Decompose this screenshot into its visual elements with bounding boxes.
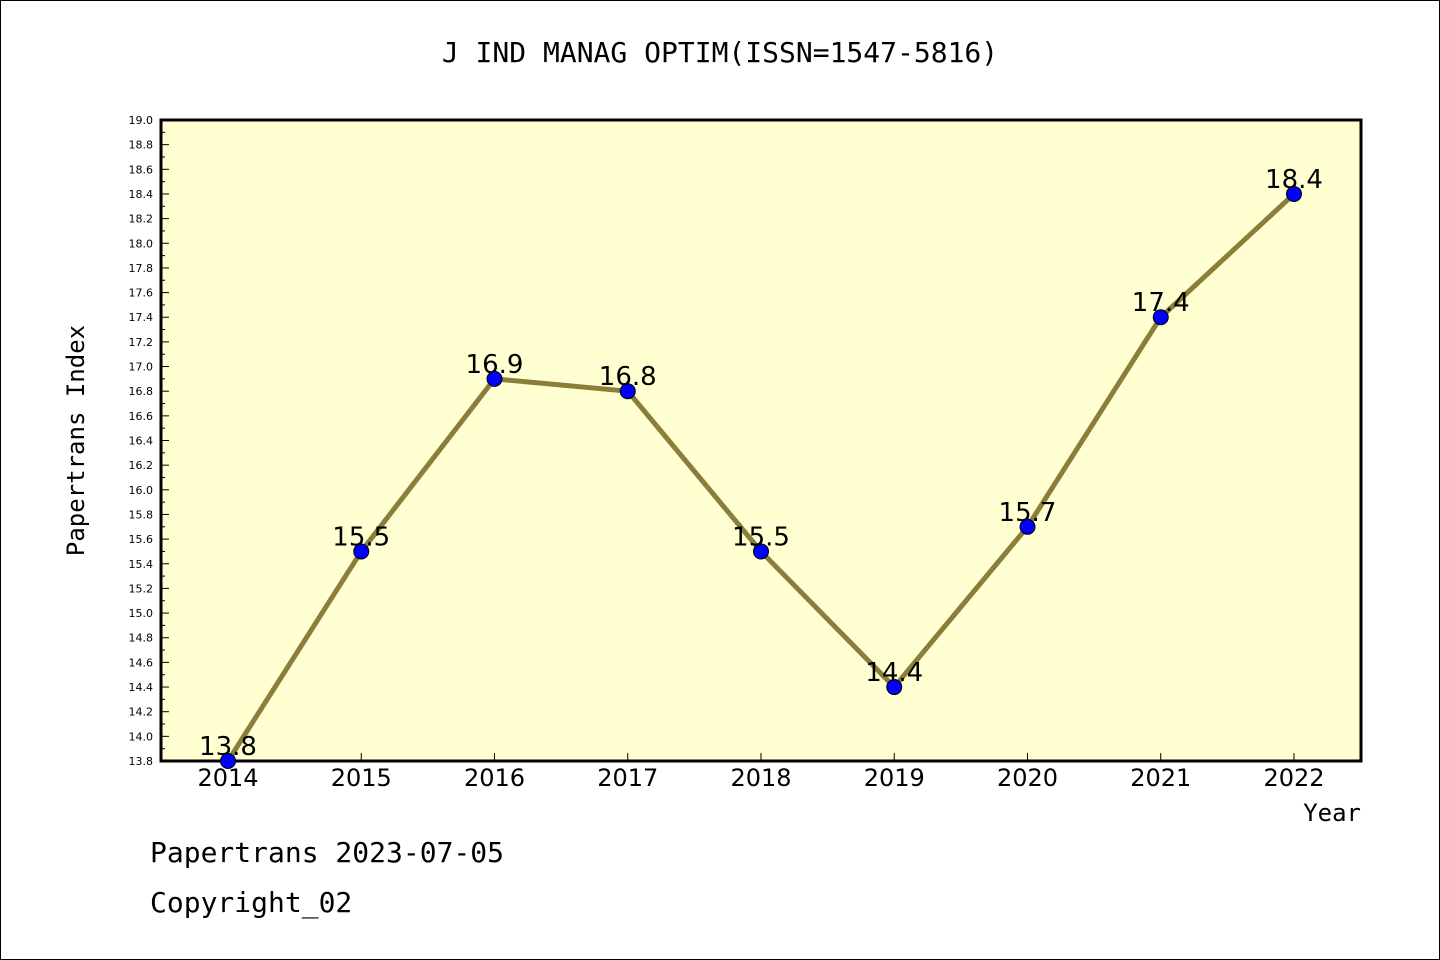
data-point (886, 679, 903, 696)
data-point (753, 543, 769, 560)
y-axis: 13.8 14.0 14.2 14.4 14.6 14.8 15.0 15.2 15.4 15.6… (129, 114, 169, 768)
chart-title: J IND MANAG OPTIM(ISSN=1547-5816) (441, 36, 999, 69)
y-tick-label: 18.0 (129, 237, 154, 250)
data-point (1152, 309, 1169, 326)
data-label: 17.4 (1132, 288, 1190, 318)
data-point (486, 370, 503, 387)
x-tick-label: 2018 (730, 764, 791, 792)
y-tick-label: 15.4 (129, 558, 154, 571)
data-labels: 13.8 15.5 16.9 16.8 15.5 14.4 15.7 17.4 18.4 (199, 165, 1323, 762)
data-label: 15.7 (999, 498, 1057, 528)
y-tick-label: 18.6 (129, 163, 154, 176)
y-tick-label: 16.2 (129, 459, 154, 472)
data-label: 14.4 (865, 658, 923, 688)
x-tick-label: 2016 (464, 764, 525, 792)
data-point (353, 543, 370, 560)
data-point (619, 383, 636, 400)
data-label: 15.5 (332, 522, 390, 552)
x-tick-label: 2022 (1263, 764, 1324, 792)
footer-date: Papertrans 2023-07-05 (150, 836, 505, 869)
y-tick-label: 14.0 (129, 730, 154, 743)
plot-area (159, 118, 1363, 763)
y-tick-label: 15.0 (129, 607, 154, 620)
x-tick-label: 2017 (597, 764, 658, 792)
y-tick-label: 16.0 (129, 484, 154, 497)
data-point (220, 753, 236, 769)
x-tick-label: 2015 (331, 764, 392, 792)
y-tick-label: 14.8 (129, 632, 154, 645)
y-tick-label: 18.8 (129, 139, 154, 152)
y-tick-label: 16.6 (129, 410, 154, 423)
y-tick-label: 13.8 (129, 755, 154, 768)
y-tick-label: 15.2 (129, 582, 154, 595)
footer-copyright: Copyright_02 (150, 886, 353, 919)
y-tick-label: 15.6 (129, 533, 154, 546)
y-tick-label: 14.2 (129, 706, 154, 719)
x-tick-label: 2019 (864, 764, 925, 792)
y-tick-label: 17.6 (129, 287, 154, 300)
x-axis-label: Year (1303, 799, 1361, 827)
y-axis-label: Papertrans Index (62, 325, 90, 556)
y-tick-label: 14.6 (129, 656, 154, 669)
y-tick-label: 17.2 (129, 336, 154, 349)
data-point (1286, 185, 1302, 202)
series-markers (220, 185, 1302, 769)
y-tick-label: 17.0 (129, 361, 154, 374)
y-tick-label: 18.2 (129, 213, 154, 226)
x-tick-label: 2020 (997, 764, 1058, 792)
data-label: 15.5 (732, 522, 790, 552)
data-label: 13.8 (199, 732, 257, 762)
y-tick-label: 19.0 (129, 114, 154, 127)
y-tick-label: 15.8 (129, 508, 154, 521)
y-tick-label: 16.8 (129, 385, 154, 398)
data-label: 16.8 (599, 362, 657, 392)
y-tick-label: 16.4 (129, 435, 154, 448)
y-tick-label: 14.4 (129, 681, 154, 694)
y-tick-label: 18.4 (129, 188, 154, 201)
data-point (1019, 518, 1036, 535)
y-tick-label: 17.8 (129, 262, 154, 275)
data-label: 16.9 (466, 350, 524, 380)
x-tick-label: 2021 (1130, 764, 1191, 792)
y-tick-label: 17.4 (129, 311, 154, 324)
data-label: 18.4 (1265, 165, 1323, 195)
